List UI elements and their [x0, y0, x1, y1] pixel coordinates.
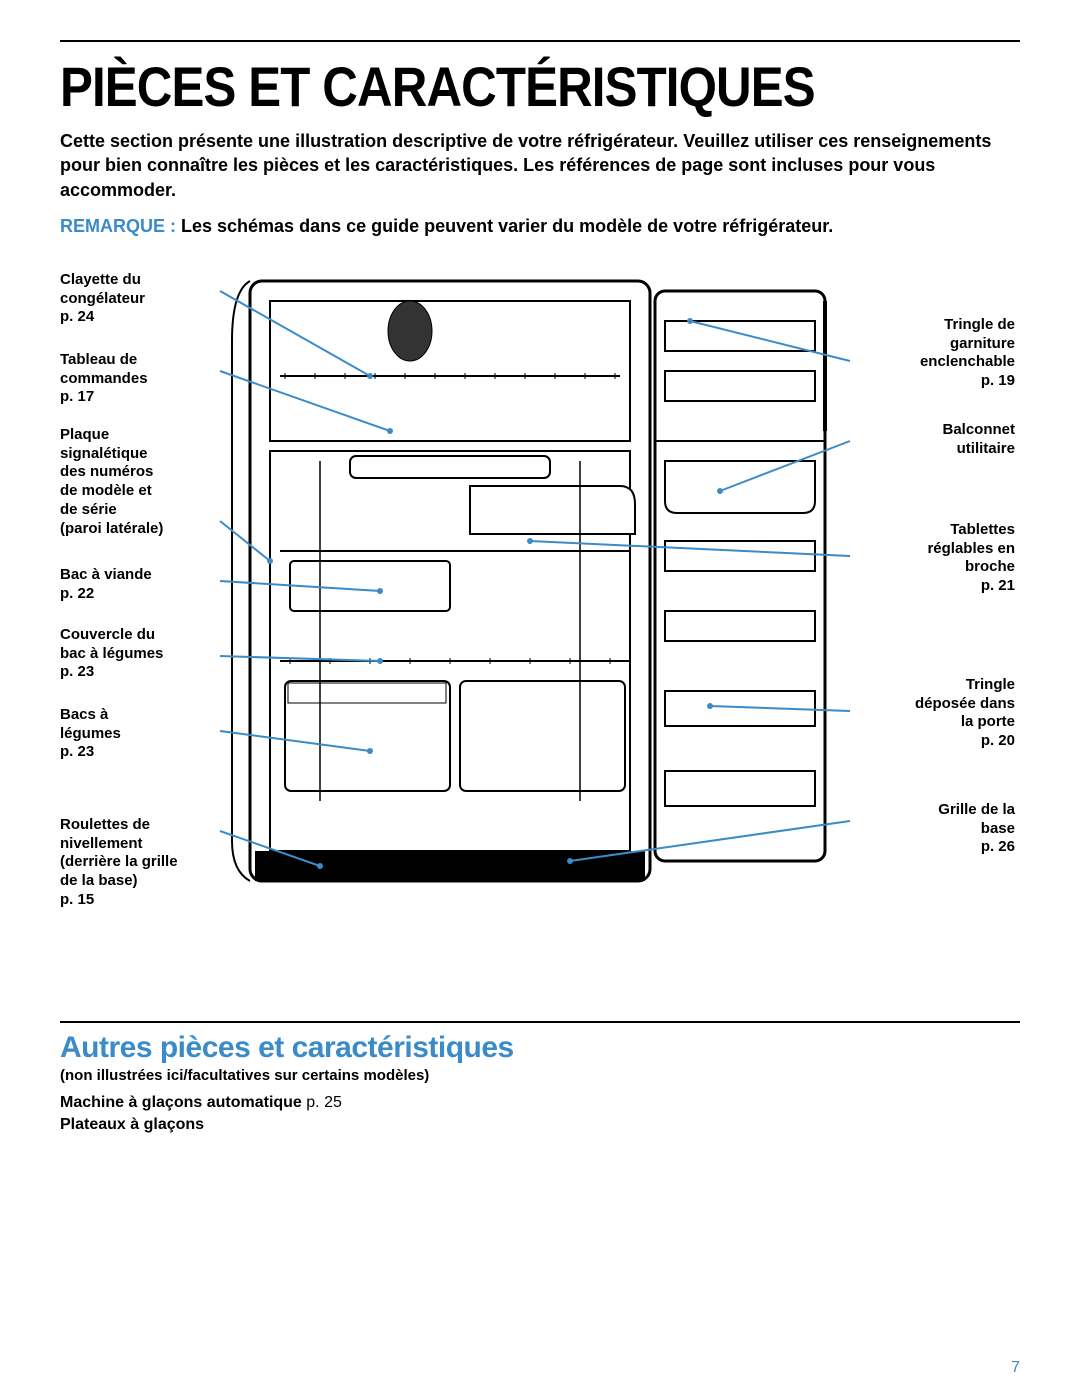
- sub-heading: Autres pièces et caractéristiques: [60, 1031, 1020, 1065]
- feature-bold: Plateaux à glaçons: [60, 1116, 204, 1133]
- feature-bold: Machine à glaçons automatique: [60, 1094, 302, 1111]
- page: PIÈCES ET CARACTÉRISTIQUES Cette section…: [0, 0, 1080, 1397]
- feature-item: Machine à glaçons automatique p. 25: [60, 1094, 1020, 1112]
- top-rule: [60, 40, 1020, 42]
- callout-left: Plaquesignalétiquedes numérosde modèle e…: [60, 426, 220, 539]
- sub-note: (non illustrées ici/facultatives sur cer…: [60, 1067, 1020, 1084]
- callout-left: Bac à viandep. 22: [60, 566, 220, 604]
- callout-left: Tableau decommandesp. 17: [60, 351, 220, 407]
- callout-left: Roulettes denivellement(derrière la gril…: [60, 816, 220, 910]
- callout-left: Clayette ducongélateurp. 24: [60, 271, 220, 327]
- intro-text: Cette section présente une illustration …: [60, 129, 1020, 202]
- fridge-illustration: [210, 261, 870, 911]
- feature-list: Machine à glaçons automatique p. 25 Plate…: [60, 1094, 1020, 1134]
- callout-left: Couvercle dubac à légumesp. 23: [60, 626, 220, 682]
- diagram: Clayette ducongélateurp. 24 Tableau decom…: [60, 261, 1020, 991]
- callout-right: Grille de labasep. 26: [855, 801, 1015, 857]
- callout-right: Tringledéposée dansla portep. 20: [855, 676, 1015, 751]
- page-title: PIÈCES ET CARACTÉRISTIQUES: [60, 54, 905, 119]
- bottom-rule: [60, 1021, 1020, 1023]
- remark-lead: REMARQUE :: [60, 216, 176, 236]
- callout-right: Tringle degarnitureenclenchablep. 19: [855, 316, 1015, 391]
- remark-line: REMARQUE : Les schémas dans ce guide peu…: [60, 216, 1020, 237]
- feature-item: Plateaux à glaçons: [60, 1116, 1020, 1134]
- remark-body: Les schémas dans ce guide peuvent varier…: [176, 216, 833, 236]
- callout-right: Balconnetutilitaire: [855, 421, 1015, 459]
- callout-left: Bacs àlégumesp. 23: [60, 706, 220, 762]
- callout-right: Tablettesréglables enbrochep. 21: [855, 521, 1015, 596]
- feature-rest: p. 25: [302, 1094, 342, 1111]
- page-number: 7: [1011, 1359, 1020, 1377]
